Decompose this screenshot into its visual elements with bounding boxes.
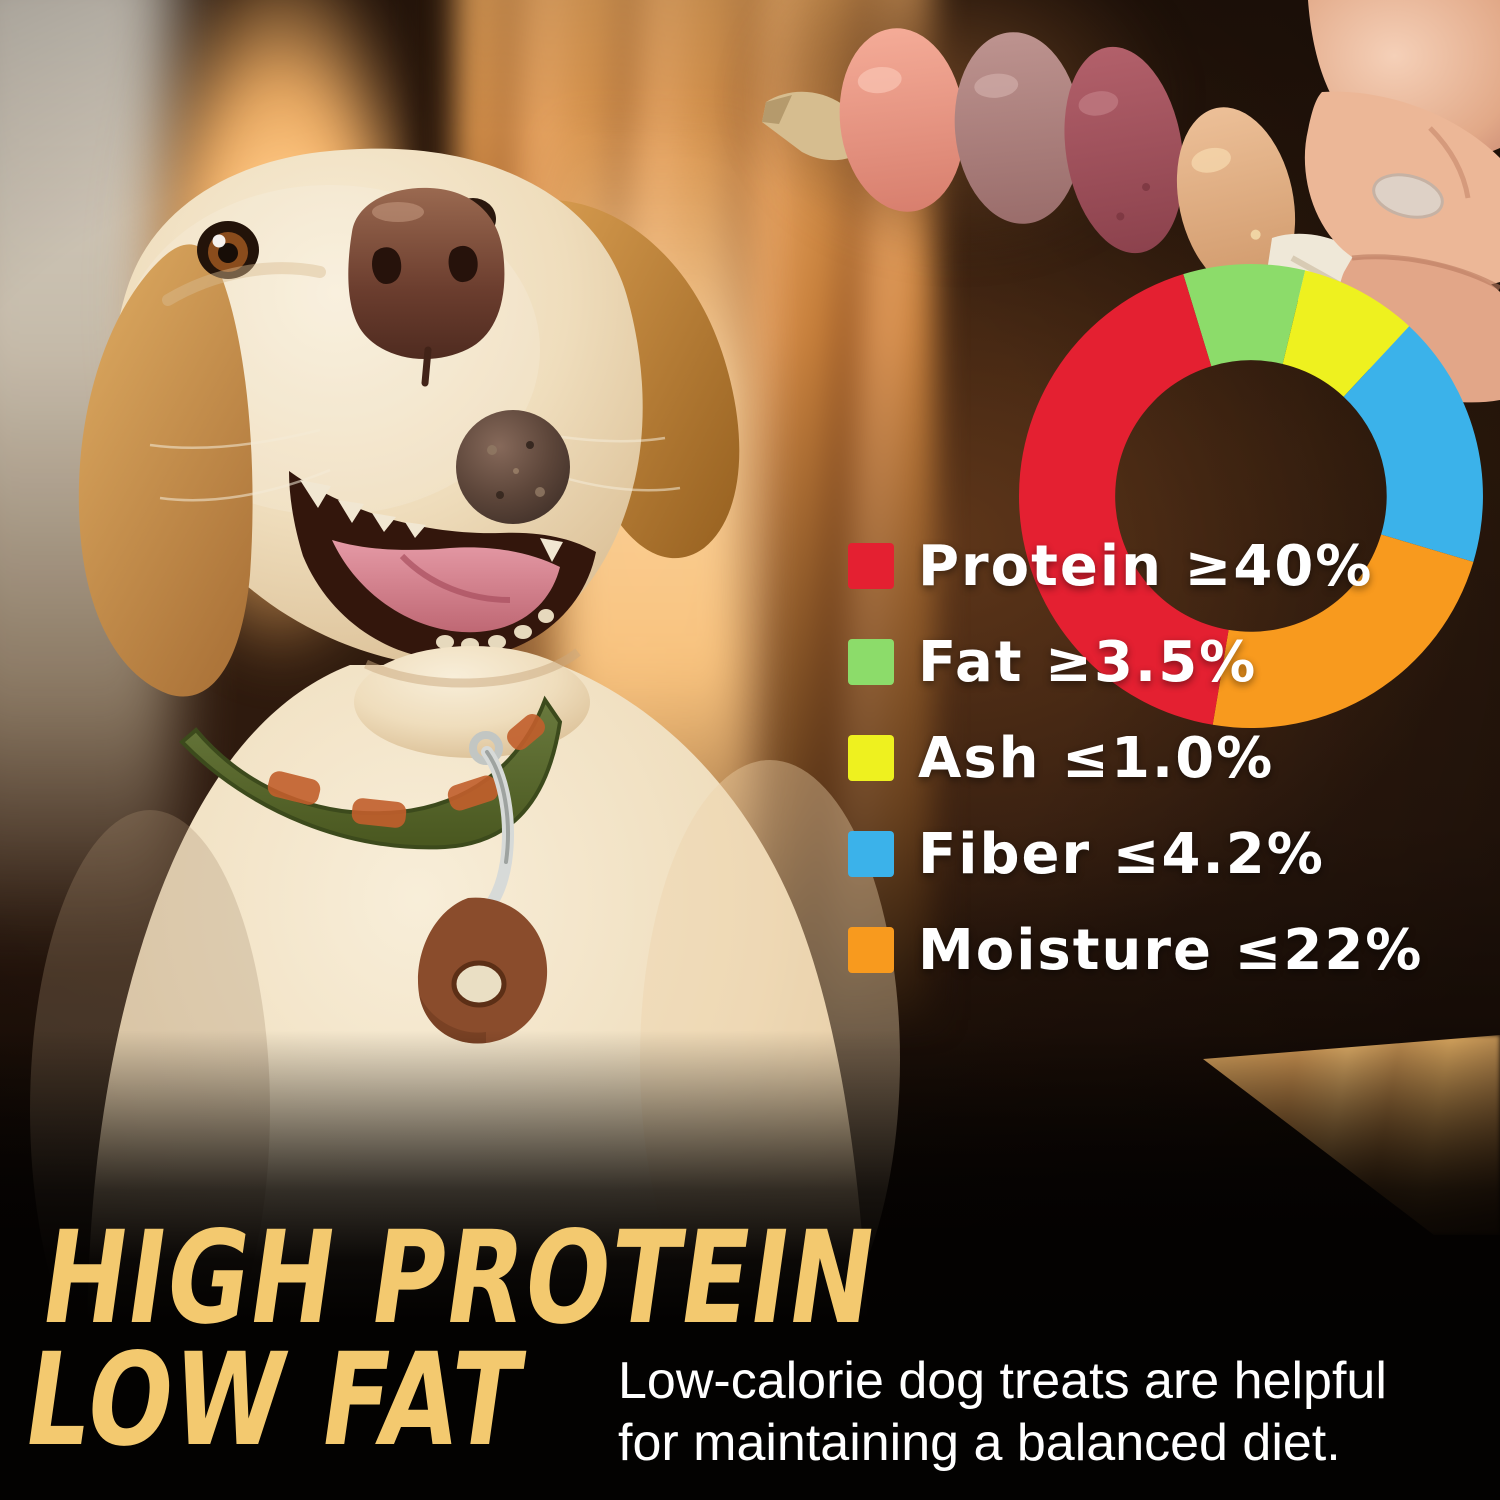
headline-line-1: HIGH PROTEIN: [33, 1204, 886, 1353]
legend-item-moisture: Moisture ≤22%: [848, 902, 1423, 998]
legend-item-fiber: Fiber ≤4.2%: [848, 806, 1423, 902]
fiber-label: Fiber ≤4.2%: [918, 821, 1325, 887]
protein-label: Protein ≥40%: [918, 533, 1374, 599]
moisture-swatch-icon: [848, 927, 894, 973]
description-text: Low-calorie dog treats are helpful for m…: [618, 1350, 1387, 1475]
moisture-label: Moisture ≤22%: [918, 917, 1424, 983]
fat-swatch-icon: [848, 639, 894, 685]
description-line-2: for maintaining a balanced diet.: [618, 1414, 1341, 1473]
fiber-swatch-icon: [848, 831, 894, 877]
description-line-1: Low-calorie dog treats are helpful: [618, 1352, 1387, 1410]
legend-item-ash: Ash ≤1.0%: [848, 710, 1423, 806]
ash-swatch-icon: [848, 735, 894, 781]
legend-item-protein: Protein ≥40%: [848, 518, 1423, 614]
ash-label: Ash ≤1.0%: [918, 725, 1275, 791]
legend-item-fat: Fat ≥3.5%: [848, 614, 1423, 710]
legend: Protein ≥40% Fat ≥3.5% Ash ≤1.0% Fiber ≤4.2…: [848, 518, 1423, 998]
fat-label: Fat ≥3.5%: [918, 629, 1258, 695]
protein-swatch-icon: [848, 543, 894, 589]
